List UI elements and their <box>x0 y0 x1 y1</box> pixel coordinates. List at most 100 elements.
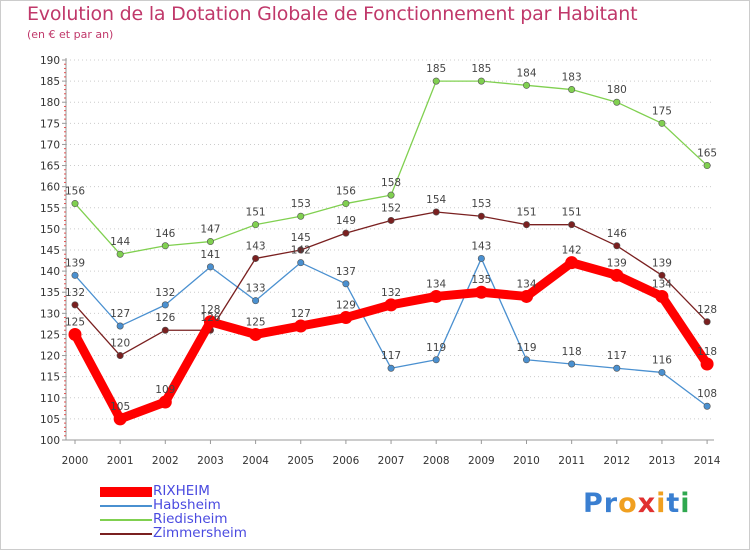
logo-letter: r <box>603 488 619 519</box>
data-point-zimmersheim <box>477 212 485 220</box>
data-point-habsheim <box>703 402 711 410</box>
data-label-riedisheim: 156 <box>336 186 356 198</box>
data-point-habsheim <box>658 368 666 376</box>
x-tick-label: 2007 <box>378 455 405 467</box>
data-label-habsheim: 117 <box>381 350 401 362</box>
data-label-habsheim: 117 <box>607 350 627 362</box>
data-label-zimmersheim: 139 <box>652 257 672 269</box>
data-point-rixheim <box>700 357 714 371</box>
y-tick-label: 185 <box>40 76 60 88</box>
data-label-rixheim: 135 <box>471 274 491 286</box>
data-label-habsheim: 119 <box>426 342 446 354</box>
chart-subtitle: (en € et par an) <box>27 28 114 41</box>
data-label-riedisheim: 185 <box>426 63 446 75</box>
x-tick-label: 2014 <box>694 455 721 467</box>
x-tick-label: 2012 <box>603 455 630 467</box>
data-point-rixheim <box>655 289 669 303</box>
data-label-rixheim: 142 <box>562 245 582 257</box>
data-label-riedisheim: 175 <box>652 105 672 117</box>
data-label-rixheim: 105 <box>110 401 130 413</box>
data-point-rixheim <box>339 311 353 325</box>
data-point-habsheim <box>613 364 621 372</box>
y-tick-label: 120 <box>40 351 60 363</box>
y-tick-label: 150 <box>40 224 60 236</box>
x-tick-label: 2005 <box>287 455 314 467</box>
data-label-zimmersheim: 143 <box>246 240 266 252</box>
data-label-riedisheim: 151 <box>246 207 266 219</box>
y-tick-label: 135 <box>40 287 60 299</box>
data-label-riedisheim: 183 <box>562 72 582 84</box>
data-label-riedisheim: 144 <box>110 236 130 248</box>
data-point-zimmersheim <box>71 301 79 309</box>
y-tick-label: 160 <box>40 182 60 194</box>
data-point-habsheim <box>161 301 169 309</box>
data-point-rixheim <box>565 256 579 270</box>
data-point-zimmersheim <box>522 221 530 229</box>
data-point-habsheim <box>116 322 124 330</box>
y-tick-label: 140 <box>40 266 60 278</box>
data-point-zimmersheim <box>297 246 305 254</box>
x-tick-label: 2000 <box>62 455 89 467</box>
data-point-riedisheim <box>613 98 621 106</box>
logo-letter: P <box>583 488 604 519</box>
data-label-riedisheim: 180 <box>607 84 627 96</box>
data-point-zimmersheim <box>432 208 440 216</box>
x-tick-label: 2001 <box>107 455 134 467</box>
data-point-rixheim <box>158 395 172 409</box>
data-label-habsheim: 139 <box>65 257 85 269</box>
data-label-habsheim: 118 <box>562 346 582 358</box>
data-label-riedisheim: 184 <box>516 67 536 79</box>
data-point-zimmersheim <box>116 352 124 360</box>
data-label-zimmersheim: 151 <box>562 207 582 219</box>
y-tick-label: 175 <box>40 118 60 130</box>
data-point-rixheim <box>384 298 398 312</box>
data-label-riedisheim: 153 <box>291 198 311 210</box>
data-label-zimmersheim: 145 <box>291 232 311 244</box>
data-point-habsheim <box>342 280 350 288</box>
data-point-habsheim <box>568 360 576 368</box>
y-tick-label: 170 <box>40 139 60 151</box>
data-label-zimmersheim: 126 <box>200 312 220 324</box>
data-point-zimmersheim <box>568 221 576 229</box>
data-point-habsheim <box>522 356 530 364</box>
data-label-riedisheim: 165 <box>697 148 717 160</box>
data-label-rixheim: 139 <box>607 257 627 269</box>
data-point-zimmersheim <box>342 229 350 237</box>
data-label-zimmersheim: 152 <box>381 202 401 214</box>
legend-swatch <box>100 533 152 535</box>
data-label-habsheim: 116 <box>652 354 672 366</box>
y-tick-label: 100 <box>40 435 60 447</box>
data-label-habsheim: 127 <box>110 308 130 320</box>
data-label-rixheim: 134 <box>426 278 446 290</box>
x-tick-label: 2002 <box>152 455 179 467</box>
data-label-zimmersheim: 128 <box>697 304 717 316</box>
data-point-riedisheim <box>297 212 305 220</box>
x-tick-label: 2013 <box>649 455 676 467</box>
data-point-rixheim <box>113 412 127 426</box>
x-tick-label: 2010 <box>513 455 540 467</box>
legend-label: Riedisheim <box>153 511 228 527</box>
legend-swatch <box>100 519 152 521</box>
data-point-zimmersheim <box>387 216 395 224</box>
data-point-riedisheim <box>252 221 260 229</box>
data-label-habsheim: 133 <box>246 283 266 295</box>
data-label-zimmersheim: 154 <box>426 194 446 206</box>
y-tick-label: 130 <box>40 308 60 320</box>
data-label-zimmersheim: 126 <box>155 312 175 324</box>
data-label-habsheim: 143 <box>471 240 491 252</box>
y-tick-label: 155 <box>40 203 60 215</box>
data-label-habsheim: 137 <box>336 266 356 278</box>
data-label-riedisheim: 185 <box>471 63 491 75</box>
data-point-rixheim <box>610 268 624 282</box>
y-tick-label: 165 <box>40 161 60 173</box>
data-point-riedisheim <box>342 200 350 208</box>
data-point-rixheim <box>474 285 488 299</box>
data-point-riedisheim <box>703 162 711 170</box>
data-label-rixheim: 128 <box>200 304 220 316</box>
data-label-habsheim: 142 <box>291 245 311 257</box>
data-label-habsheim: 108 <box>697 388 717 400</box>
data-point-habsheim <box>297 259 305 267</box>
y-tick-label: 110 <box>40 393 60 405</box>
legend-label: RIXHEIM <box>153 483 210 499</box>
data-point-zimmersheim <box>252 254 260 262</box>
